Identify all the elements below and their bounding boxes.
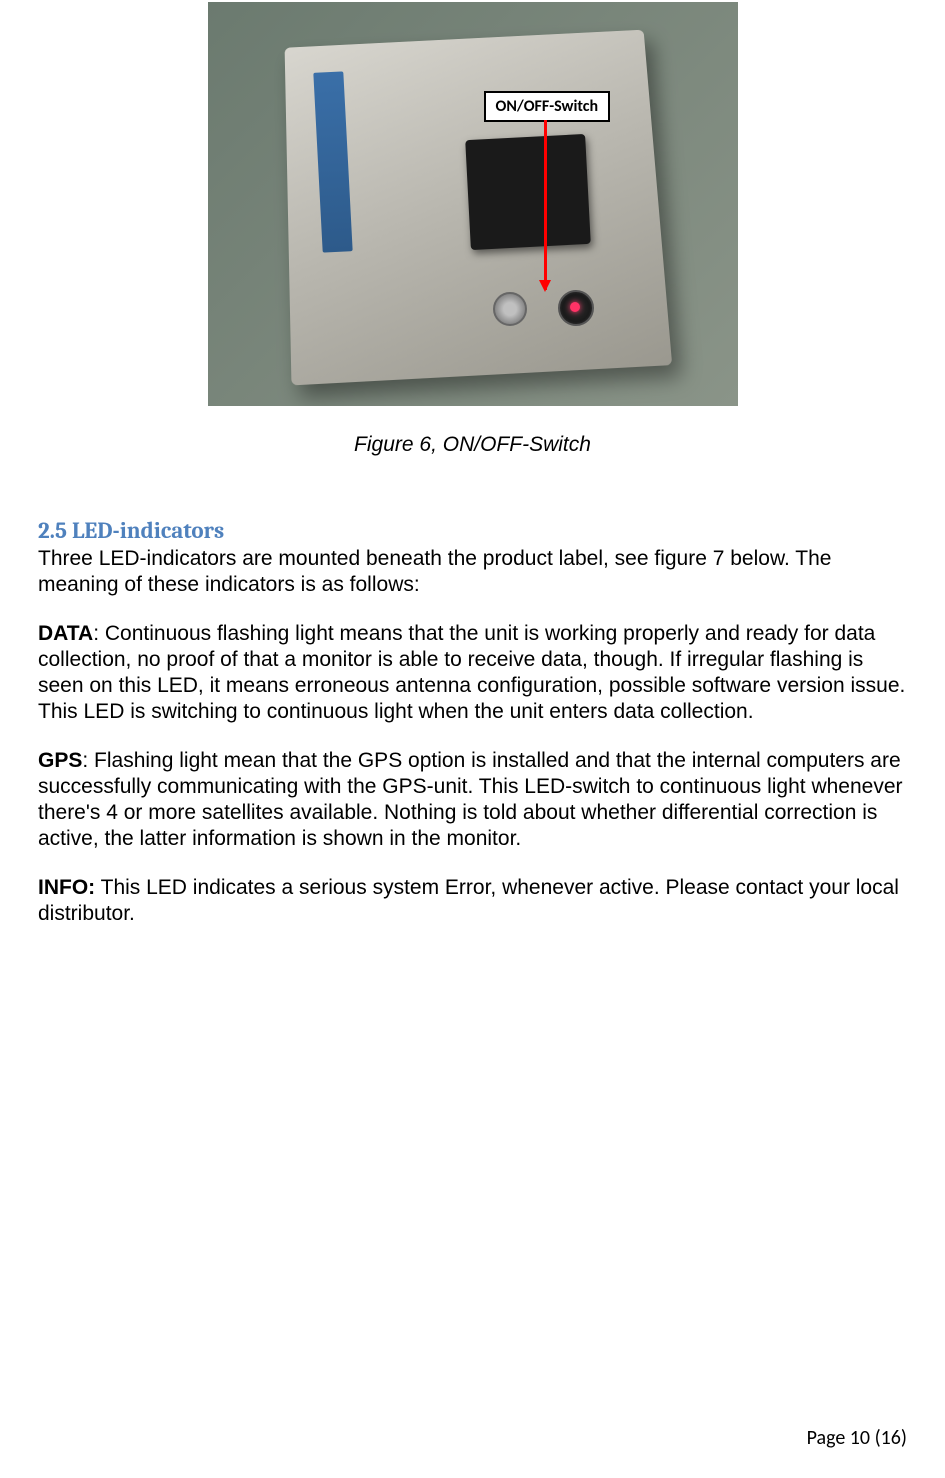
data-label: DATA xyxy=(38,622,93,645)
info-paragraph: INFO: This LED indicates a serious syste… xyxy=(38,875,907,928)
figure-caption: Figure 6, ON/OFF-Switch xyxy=(38,433,907,457)
data-paragraph: DATA: Continuous flashing light means th… xyxy=(38,621,907,726)
callout-arrow xyxy=(544,120,547,290)
callout-box: ON/OFF-Switch xyxy=(484,91,611,122)
section-heading: 2.5 LED-indicators xyxy=(38,517,907,544)
device-photo-placeholder: ON/OFF-Switch xyxy=(208,2,738,406)
data-text: : Continuous flashing light means that t… xyxy=(38,622,905,724)
gps-label: GPS xyxy=(38,749,82,772)
info-text: This LED indicates a serious system Erro… xyxy=(38,876,899,925)
gps-paragraph: GPS: Flashing light mean that the GPS op… xyxy=(38,748,907,853)
section-intro: Three LED-indicators are mounted beneath… xyxy=(38,546,907,599)
page-footer: Page 10 (16) xyxy=(807,1426,907,1450)
device-black-module xyxy=(465,134,591,250)
device-switch-led xyxy=(570,302,580,312)
figure-container: ON/OFF-Switch Figure 6, ON/OFF-Switch xyxy=(38,2,907,457)
gps-text: : Flashing light mean that the GPS optio… xyxy=(38,749,903,851)
info-label: INFO: xyxy=(38,876,95,899)
callout-label: ON/OFF-Switch xyxy=(496,97,599,116)
device-connector xyxy=(493,292,527,326)
